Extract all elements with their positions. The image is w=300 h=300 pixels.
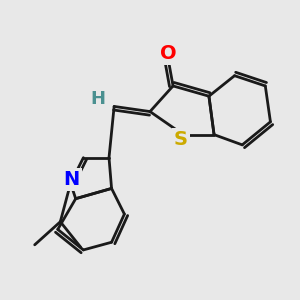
- Text: S: S: [174, 130, 188, 149]
- Text: O: O: [160, 44, 176, 63]
- Text: N: N: [64, 170, 80, 189]
- Text: H: H: [90, 90, 105, 108]
